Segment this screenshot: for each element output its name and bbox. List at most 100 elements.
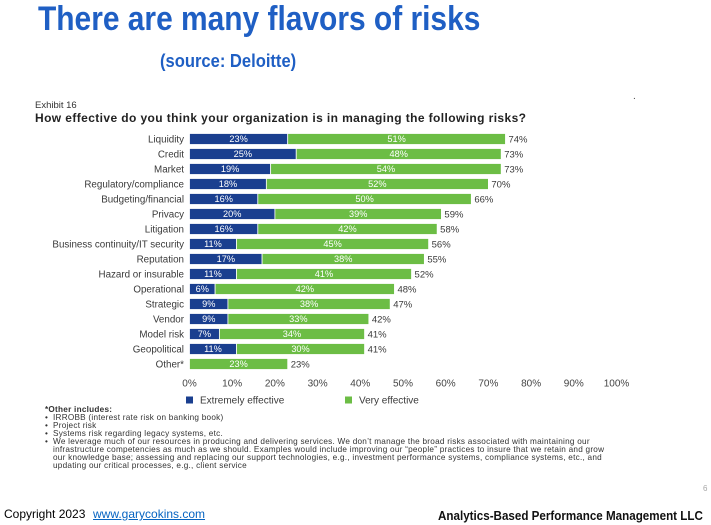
- bar-value-label: 7%: [198, 329, 211, 339]
- total-label: 41%: [368, 344, 388, 355]
- bar-very-effective: [236, 238, 430, 250]
- x-tick-label: 100%: [604, 379, 630, 390]
- bar-value-label: 50%: [355, 194, 373, 204]
- bar-value-label: 23%: [229, 359, 247, 369]
- total-label: 58%: [440, 224, 460, 235]
- label-suffix: %: [233, 209, 241, 219]
- label-suffix: %: [334, 239, 342, 249]
- legend-swatch: [345, 396, 352, 404]
- bar-value-label: 42%: [296, 284, 314, 294]
- footnote-line: infrastructure competencies as much as w…: [53, 445, 605, 454]
- category-label: Reputation: [137, 255, 184, 266]
- label-suffix: %: [361, 379, 370, 390]
- bar-value-label: 11%: [204, 344, 222, 354]
- label-value: 73: [504, 164, 515, 175]
- bar-very-effective: [257, 223, 438, 235]
- label-value: 30: [291, 344, 301, 354]
- legend-item: Very effective: [345, 396, 419, 407]
- label-value: 20: [223, 209, 233, 219]
- chart-row: Reputation 17% 38% 55%: [137, 253, 447, 266]
- label-suffix: %: [349, 224, 357, 234]
- chart-row: Budgeting/financial 16% 50% 66%: [101, 193, 494, 206]
- label-suffix: %: [378, 179, 386, 189]
- label-suffix: %: [425, 269, 434, 280]
- label-suffix: %: [515, 149, 524, 160]
- label-value: 23: [229, 359, 239, 369]
- footnote-line: We leverage much of our resources in pro…: [53, 437, 590, 446]
- bar-very-effective: [274, 208, 442, 220]
- category-label: Market: [154, 165, 184, 176]
- label-suffix: %: [203, 329, 211, 339]
- chart-row: Strategic 9% 38% 47%: [145, 298, 413, 311]
- slide-title: There are many flavors of risks: [38, 0, 481, 38]
- bar-value-label: 30%: [291, 344, 309, 354]
- label-value: 30: [308, 379, 320, 390]
- label-suffix: %: [515, 164, 524, 175]
- label-value: 56: [432, 239, 443, 250]
- bullet-glyph: •: [45, 429, 49, 438]
- label-value: 59: [444, 209, 455, 220]
- label-value: 42: [372, 314, 383, 325]
- label-suffix: %: [227, 254, 235, 264]
- label-suffix: %: [485, 194, 494, 205]
- label-value: 7: [198, 329, 203, 339]
- label-value: 23: [229, 134, 239, 144]
- bar-value-label: 6%: [196, 284, 209, 294]
- label-suffix: %: [378, 344, 387, 355]
- category-label: Credit: [158, 150, 184, 161]
- slide-subtitle: (source: Deloitte): [160, 51, 297, 71]
- x-tick-label: 90%: [564, 379, 584, 390]
- footnote-item: • Systems risk regarding legacy systems,…: [45, 429, 604, 438]
- label-value: 6: [196, 284, 201, 294]
- bar-value-label: 45%: [323, 239, 341, 249]
- label-suffix: %: [451, 224, 460, 235]
- website-link[interactable]: www.garycokins.com: [93, 507, 206, 521]
- label-value: 39: [349, 209, 359, 219]
- bar-value-label: 11%: [204, 269, 222, 279]
- total-label: 41%: [368, 329, 388, 340]
- label-value: 52: [415, 269, 426, 280]
- category-label: Regulatory/compliance: [84, 180, 184, 191]
- bar-value-label: 9%: [202, 314, 215, 324]
- total-label: 56%: [432, 239, 452, 250]
- label-suffix: %: [214, 269, 222, 279]
- bar-very-effective: [227, 313, 370, 325]
- company-name-container: Analytics-Based Performance Management L…: [438, 507, 706, 523]
- bullet-glyph: •: [45, 413, 49, 422]
- exhibit-label: Exhibit 16: [35, 100, 77, 111]
- bar-value-label: 18%: [219, 179, 237, 189]
- category-label: Liquidity: [148, 135, 184, 146]
- total-label: 52%: [415, 269, 435, 280]
- label-value: 11: [204, 269, 214, 279]
- total-label: 55%: [427, 254, 447, 265]
- label-value: 42: [338, 224, 348, 234]
- label-value: 50: [355, 194, 365, 204]
- footnote-line: Project risk: [53, 421, 97, 430]
- bar-very-effective: [270, 163, 502, 175]
- chart-row: Litigation 16% 42% 58%: [145, 223, 460, 236]
- label-suffix: %: [207, 299, 215, 309]
- category-label: Business continuity/IT security: [52, 240, 184, 251]
- x-tick-label: 60%: [436, 379, 456, 390]
- total-label: 73%: [504, 164, 524, 175]
- label-suffix: %: [532, 379, 541, 390]
- bar-very-effective: [227, 298, 391, 310]
- bar-value-label: 17%: [217, 254, 235, 264]
- label-value: 70: [491, 179, 502, 190]
- chart-row: Privacy 20% 39% 59%: [152, 208, 464, 221]
- label-suffix: %: [400, 149, 408, 159]
- label-value: 58: [440, 224, 451, 235]
- label-suffix: %: [201, 284, 209, 294]
- x-axis: 0% 10% 20% 30% 40% 50% 60% 70% 80% 90% 100%: [182, 379, 629, 390]
- label-suffix: %: [293, 329, 301, 339]
- category-label: Privacy: [152, 210, 184, 221]
- label-suffix: %: [575, 379, 584, 390]
- label-suffix: %: [359, 209, 367, 219]
- stray-mark: .: [633, 91, 636, 102]
- bar-value-label: 11%: [204, 239, 222, 249]
- label-value: 50: [393, 379, 405, 390]
- chart-row: Hazard or insurable 11% 41% 52%: [99, 268, 435, 281]
- x-tick-label: 0%: [182, 379, 197, 390]
- label-suffix: %: [240, 359, 248, 369]
